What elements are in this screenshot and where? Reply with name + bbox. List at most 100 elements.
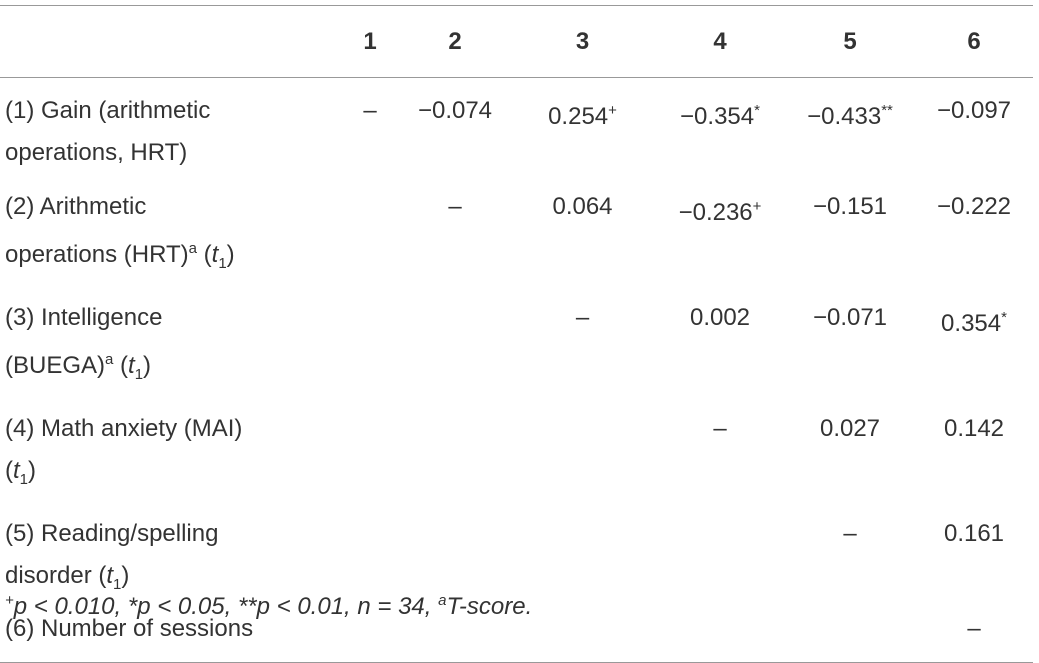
- text-run: t: [128, 352, 135, 379]
- text-run: (4) Math anxiety (MAI): [5, 415, 243, 442]
- table-cell: [655, 501, 785, 606]
- header-cell: 3: [575, 27, 590, 55]
- label-line: (2) Arithmetic: [5, 186, 340, 228]
- table-cell: −0.151: [785, 174, 915, 285]
- text-run: ): [143, 352, 152, 379]
- cell-value: –: [448, 193, 462, 220]
- text-run: operations, HRT): [5, 139, 188, 166]
- label-line: disorder (t1): [5, 555, 340, 606]
- text-run: ): [28, 457, 37, 484]
- cell-value: −0.222: [936, 193, 1012, 220]
- table-cell: 0.354*: [915, 285, 1033, 396]
- label-line: operations, HRT): [5, 132, 340, 174]
- significance-mark: *: [1001, 309, 1007, 326]
- footnote: +p < 0.010, *p < 0.05, **p < 0.01, n = 3…: [5, 592, 532, 621]
- text-run: a: [438, 592, 447, 609]
- cell-value: 0.161: [943, 520, 1005, 547]
- text-run: 1: [134, 366, 144, 383]
- correlation-table: 1 2 3 4 5 6 (1) Gain (arithmetic operations, H…: [0, 5, 1033, 663]
- page: 1 2 3 4 5 6 (1) Gain (arithmetic operations, H…: [0, 5, 1033, 662]
- table-cell: −0.236+: [655, 174, 785, 285]
- cell-value: 0.027: [819, 415, 881, 442]
- row-label: (4) Math anxiety (MAI) (t1): [0, 396, 340, 501]
- table-cell: [655, 606, 785, 662]
- label-line: (1) Gain (arithmetic: [5, 90, 340, 132]
- header-row: 1 2 3 4 5 6: [0, 5, 1033, 78]
- significance-mark: +: [752, 198, 762, 215]
- cell-value: −0.074: [417, 97, 493, 124]
- text-run: (2) Arithmetic: [5, 193, 147, 220]
- table-cell: –: [510, 285, 655, 396]
- header-cell: 1: [363, 27, 377, 55]
- cell-value: −0.433: [807, 103, 882, 130]
- text-run: ): [121, 562, 130, 589]
- table-cell: [340, 396, 400, 501]
- cell-value: −0.354: [680, 103, 755, 130]
- cell-value: –: [363, 97, 377, 124]
- label-line: (4) Math anxiety (MAI): [5, 408, 340, 450]
- cell-value: 0.064: [552, 193, 613, 220]
- table-cell: [400, 501, 510, 606]
- text-run: disorder (: [5, 562, 107, 589]
- cell-value: −0.151: [812, 193, 888, 220]
- cell-value: −0.071: [812, 304, 888, 331]
- text-run: t: [211, 241, 219, 268]
- text-run: (1) Gain (arithmetic: [5, 97, 211, 124]
- table-cell: 0.027: [785, 396, 915, 501]
- table-cell: –: [400, 174, 510, 285]
- header-cell: 5: [843, 27, 857, 55]
- label-line: (5) Reading/spelling: [5, 513, 340, 555]
- cell-value: 0.002: [689, 304, 751, 331]
- table-cell: [340, 174, 400, 285]
- label-line: (t1): [5, 450, 340, 501]
- cell-value: 0.354: [941, 310, 1002, 337]
- table-cell: −0.222: [915, 174, 1033, 285]
- table-cell: [400, 396, 510, 501]
- cell-value: –: [575, 304, 590, 331]
- header-cell: 6: [967, 27, 981, 55]
- table-cell: 0.064: [510, 174, 655, 285]
- table-cell: [785, 606, 915, 662]
- table-row: (4) Math anxiety (MAI) (t1) – 0.027 0.142: [0, 396, 1033, 501]
- table-cell: –: [340, 78, 400, 175]
- header-cell: 2: [448, 27, 462, 55]
- label-line: operations (HRT)a (t1): [5, 228, 340, 285]
- table-cell: [400, 285, 510, 396]
- significance-mark: +: [608, 102, 617, 119]
- text-run: 1: [113, 576, 122, 593]
- text-run: +: [5, 592, 14, 609]
- text-run: t: [106, 562, 114, 589]
- table-cell: −0.097: [915, 78, 1033, 175]
- cell-value: –: [713, 415, 727, 442]
- table-cell: [340, 285, 400, 396]
- row-label: (2) Arithmetic operations (HRT)a (t1): [0, 174, 340, 285]
- row-label: (5) Reading/spelling disorder (t1): [0, 501, 340, 606]
- table-row: (2) Arithmetic operations (HRT)a (t1) – 0.0…: [0, 174, 1033, 285]
- text-run: t: [13, 457, 20, 484]
- text-run: (: [5, 457, 13, 484]
- table-cell: −0.354*: [655, 78, 785, 175]
- table-cell: –: [655, 396, 785, 501]
- text-run: 1: [218, 255, 227, 272]
- text-run: (5) Reading/spelling: [5, 520, 219, 547]
- text-run: ): [226, 241, 235, 268]
- table-row: (5) Reading/spelling disorder (t1) – 0.161: [0, 501, 1033, 606]
- text-run: (BUEGA): [5, 352, 106, 379]
- text-run: 1: [19, 471, 29, 488]
- table-body: (1) Gain (arithmetic operations, HRT) – −0.…: [0, 78, 1033, 662]
- text-run: a: [188, 240, 197, 257]
- cell-value: –: [843, 520, 857, 547]
- header-cell: [0, 6, 340, 78]
- text-run: (: [196, 241, 212, 268]
- cell-value: −0.236: [678, 199, 753, 226]
- cell-value: −0.097: [936, 97, 1012, 124]
- text-run: (3) Intelligence: [5, 304, 163, 331]
- table-cell: 0.002: [655, 285, 785, 396]
- table-cell: −0.074: [400, 78, 510, 175]
- table-cell: [510, 501, 655, 606]
- text-run: a: [105, 351, 114, 368]
- text-run: p < 0.010, *p < 0.05, **p < 0.01, n = 34…: [13, 593, 439, 620]
- text-run: (: [113, 352, 129, 379]
- cell-value: 0.254: [548, 103, 609, 130]
- table-cell: −0.071: [785, 285, 915, 396]
